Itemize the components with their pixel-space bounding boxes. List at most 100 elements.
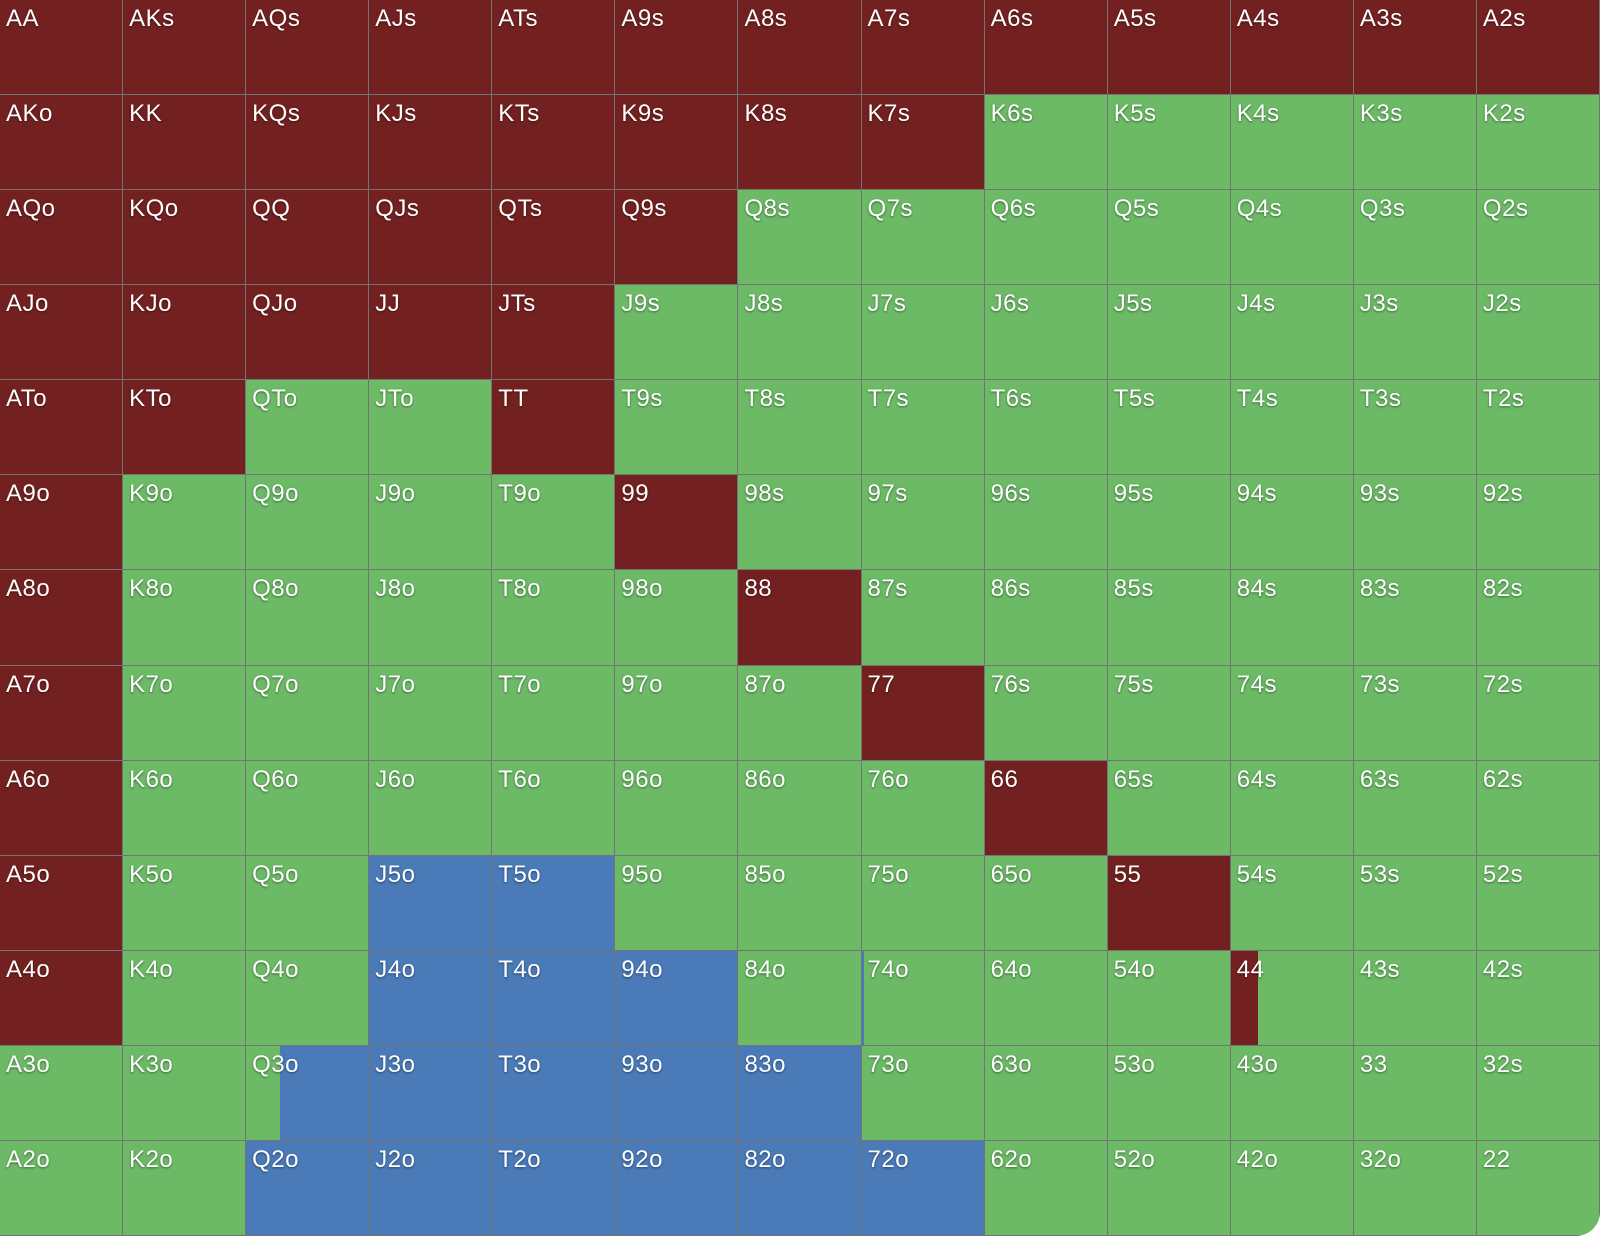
hand-cell-43s[interactable]: 43s bbox=[1353, 950, 1477, 1046]
hand-cell-t9o[interactable]: T9o bbox=[492, 475, 616, 571]
hand-cell-kjo[interactable]: KJo bbox=[123, 285, 247, 381]
hand-cell-65s[interactable]: 65s bbox=[1107, 760, 1231, 856]
hand-cell-98s[interactable]: 98s bbox=[738, 475, 862, 571]
hand-cell-97o[interactable]: 97o bbox=[615, 665, 739, 761]
hand-cell-q6s[interactable]: Q6s bbox=[984, 190, 1108, 286]
hand-cell-a2o[interactable]: A2o bbox=[0, 1140, 124, 1236]
hand-cell-33[interactable]: 33 bbox=[1353, 1045, 1477, 1141]
hand-cell-q5o[interactable]: Q5o bbox=[246, 855, 370, 951]
hand-cell-43o[interactable]: 43o bbox=[1230, 1045, 1354, 1141]
hand-cell-k6s[interactable]: K6s bbox=[984, 95, 1108, 191]
hand-cell-92s[interactable]: 92s bbox=[1476, 475, 1600, 571]
hand-cell-kjs[interactable]: KJs bbox=[369, 95, 493, 191]
hand-cell-qjs[interactable]: QJs bbox=[369, 190, 493, 286]
hand-cell-ajs[interactable]: AJs bbox=[369, 0, 493, 96]
hand-cell-94o[interactable]: 94o bbox=[615, 950, 739, 1046]
hand-cell-83o[interactable]: 83o bbox=[738, 1045, 862, 1141]
hand-cell-ako[interactable]: AKo bbox=[0, 95, 124, 191]
hand-cell-88[interactable]: 88 bbox=[738, 570, 862, 666]
hand-cell-aa[interactable]: AA bbox=[0, 0, 124, 96]
hand-cell-k8s[interactable]: K8s bbox=[738, 95, 862, 191]
hand-cell-qts[interactable]: QTs bbox=[492, 190, 616, 286]
hand-cell-82o[interactable]: 82o bbox=[738, 1140, 862, 1236]
hand-cell-84o[interactable]: 84o bbox=[738, 950, 862, 1046]
hand-cell-77[interactable]: 77 bbox=[861, 665, 985, 761]
hand-cell-42o[interactable]: 42o bbox=[1230, 1140, 1354, 1236]
hand-cell-64s[interactable]: 64s bbox=[1230, 760, 1354, 856]
hand-cell-q4s[interactable]: Q4s bbox=[1230, 190, 1354, 286]
hand-cell-t4s[interactable]: T4s bbox=[1230, 380, 1354, 476]
hand-cell-k4o[interactable]: K4o bbox=[123, 950, 247, 1046]
hand-cell-j4o[interactable]: J4o bbox=[369, 950, 493, 1046]
hand-cell-q8o[interactable]: Q8o bbox=[246, 570, 370, 666]
hand-cell-jto[interactable]: JTo bbox=[369, 380, 493, 476]
hand-cell-64o[interactable]: 64o bbox=[984, 950, 1108, 1046]
hand-cell-t9s[interactable]: T9s bbox=[615, 380, 739, 476]
hand-cell-q7o[interactable]: Q7o bbox=[246, 665, 370, 761]
hand-cell-k8o[interactable]: K8o bbox=[123, 570, 247, 666]
hand-cell-a5s[interactable]: A5s bbox=[1107, 0, 1231, 96]
hand-cell-ajo[interactable]: AJo bbox=[0, 285, 124, 381]
hand-cell-j2o[interactable]: J2o bbox=[369, 1140, 493, 1236]
hand-cell-52s[interactable]: 52s bbox=[1476, 855, 1600, 951]
hand-cell-a8s[interactable]: A8s bbox=[738, 0, 862, 96]
hand-cell-k4s[interactable]: K4s bbox=[1230, 95, 1354, 191]
hand-cell-52o[interactable]: 52o bbox=[1107, 1140, 1231, 1236]
hand-cell-83s[interactable]: 83s bbox=[1353, 570, 1477, 666]
hand-cell-95s[interactable]: 95s bbox=[1107, 475, 1231, 571]
hand-cell-q9o[interactable]: Q9o bbox=[246, 475, 370, 571]
hand-cell-72s[interactable]: 72s bbox=[1476, 665, 1600, 761]
hand-cell-76o[interactable]: 76o bbox=[861, 760, 985, 856]
hand-cell-a5o[interactable]: A5o bbox=[0, 855, 124, 951]
hand-cell-a4s[interactable]: A4s bbox=[1230, 0, 1354, 96]
hand-cell-t6s[interactable]: T6s bbox=[984, 380, 1108, 476]
hand-cell-a3o[interactable]: A3o bbox=[0, 1045, 124, 1141]
hand-cell-k2s[interactable]: K2s bbox=[1476, 95, 1600, 191]
hand-cell-q7s[interactable]: Q7s bbox=[861, 190, 985, 286]
hand-cell-t7o[interactable]: T7o bbox=[492, 665, 616, 761]
hand-cell-jts[interactable]: JTs bbox=[492, 285, 616, 381]
hand-cell-j7s[interactable]: J7s bbox=[861, 285, 985, 381]
hand-cell-97s[interactable]: 97s bbox=[861, 475, 985, 571]
hand-cell-j7o[interactable]: J7o bbox=[369, 665, 493, 761]
hand-cell-76s[interactable]: 76s bbox=[984, 665, 1108, 761]
hand-cell-kqs[interactable]: KQs bbox=[246, 95, 370, 191]
hand-cell-qjo[interactable]: QJo bbox=[246, 285, 370, 381]
hand-cell-q3s[interactable]: Q3s bbox=[1353, 190, 1477, 286]
hand-cell-t3o[interactable]: T3o bbox=[492, 1045, 616, 1141]
hand-cell-74s[interactable]: 74s bbox=[1230, 665, 1354, 761]
hand-cell-j9s[interactable]: J9s bbox=[615, 285, 739, 381]
hand-cell-t5s[interactable]: T5s bbox=[1107, 380, 1231, 476]
hand-cell-85o[interactable]: 85o bbox=[738, 855, 862, 951]
hand-cell-32o[interactable]: 32o bbox=[1353, 1140, 1477, 1236]
hand-cell-kts[interactable]: KTs bbox=[492, 95, 616, 191]
hand-cell-kto[interactable]: KTo bbox=[123, 380, 247, 476]
hand-cell-t8s[interactable]: T8s bbox=[738, 380, 862, 476]
hand-cell-a9s[interactable]: A9s bbox=[615, 0, 739, 96]
hand-cell-72o[interactable]: 72o bbox=[861, 1140, 985, 1236]
hand-cell-62s[interactable]: 62s bbox=[1476, 760, 1600, 856]
hand-cell-98o[interactable]: 98o bbox=[615, 570, 739, 666]
hand-cell-aks[interactable]: AKs bbox=[123, 0, 247, 96]
hand-cell-87s[interactable]: 87s bbox=[861, 570, 985, 666]
hand-cell-t3s[interactable]: T3s bbox=[1353, 380, 1477, 476]
hand-cell-t7s[interactable]: T7s bbox=[861, 380, 985, 476]
hand-cell-qq[interactable]: QQ bbox=[246, 190, 370, 286]
hand-cell-k7o[interactable]: K7o bbox=[123, 665, 247, 761]
hand-cell-j5o[interactable]: J5o bbox=[369, 855, 493, 951]
hand-cell-87o[interactable]: 87o bbox=[738, 665, 862, 761]
hand-cell-22[interactable]: 22 bbox=[1476, 1140, 1600, 1236]
hand-cell-63s[interactable]: 63s bbox=[1353, 760, 1477, 856]
hand-cell-t2o[interactable]: T2o bbox=[492, 1140, 616, 1236]
hand-cell-k5o[interactable]: K5o bbox=[123, 855, 247, 951]
hand-cell-j8o[interactable]: J8o bbox=[369, 570, 493, 666]
hand-cell-a8o[interactable]: A8o bbox=[0, 570, 124, 666]
hand-cell-92o[interactable]: 92o bbox=[615, 1140, 739, 1236]
hand-cell-tt[interactable]: TT bbox=[492, 380, 616, 476]
hand-cell-66[interactable]: 66 bbox=[984, 760, 1108, 856]
hand-cell-j9o[interactable]: J9o bbox=[369, 475, 493, 571]
hand-cell-75o[interactable]: 75o bbox=[861, 855, 985, 951]
hand-cell-q8s[interactable]: Q8s bbox=[738, 190, 862, 286]
hand-cell-86s[interactable]: 86s bbox=[984, 570, 1108, 666]
hand-cell-a3s[interactable]: A3s bbox=[1353, 0, 1477, 96]
